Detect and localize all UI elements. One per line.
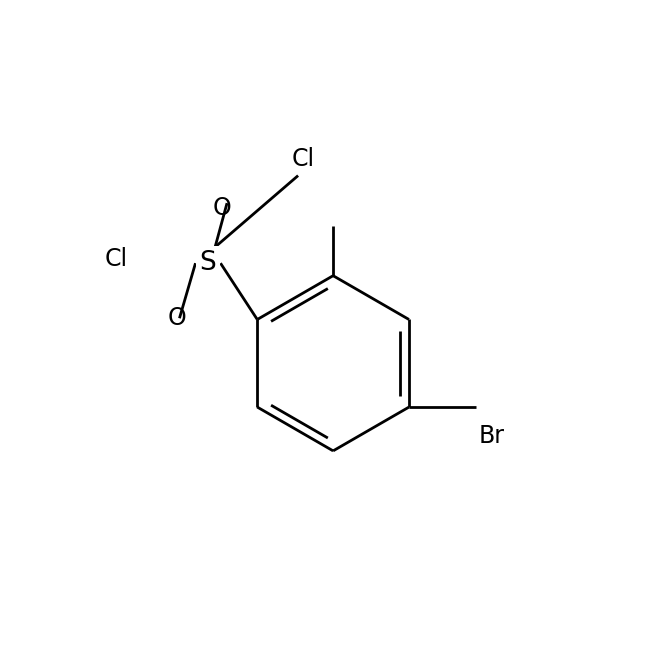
Text: Cl: Cl (292, 147, 315, 170)
Text: O: O (213, 196, 231, 220)
Text: Cl: Cl (105, 247, 128, 271)
Text: S: S (200, 250, 216, 276)
Text: O: O (168, 306, 187, 330)
Text: Br: Br (478, 424, 504, 448)
